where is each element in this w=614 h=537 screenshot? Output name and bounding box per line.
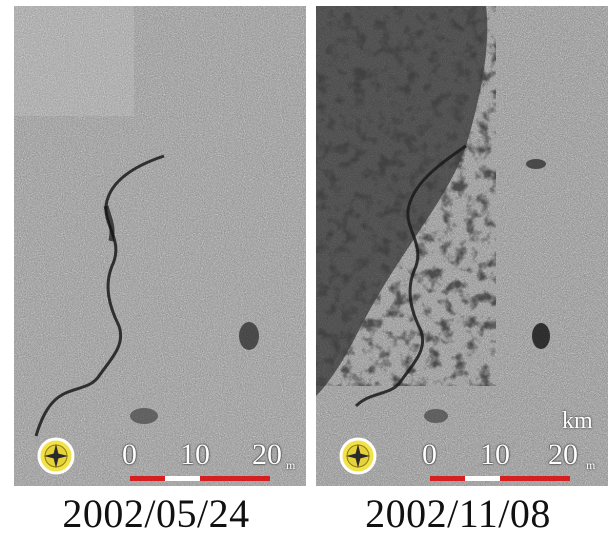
- sar-image-left: 0 10 20 m: [14, 6, 306, 486]
- scale-unit-small-right: m: [586, 458, 596, 472]
- date-caption-left: 2002/05/24: [62, 491, 250, 536]
- scale-tick-10-right: 10: [480, 438, 510, 471]
- scale-bar-right: [430, 476, 570, 481]
- sar-speckle-right: [316, 6, 608, 486]
- scale-tick-10-left: 10: [180, 438, 210, 471]
- north-arrow-icon: [37, 437, 75, 475]
- scale-unit-small-left: m: [286, 458, 296, 472]
- scale-tick-20-right: 20: [548, 438, 578, 471]
- scale-tick-20-left: 20: [252, 438, 282, 471]
- scale-tick-0-right: 0: [422, 438, 437, 471]
- sar-speckle-left: [14, 6, 306, 486]
- scale-unit-km-right: km: [562, 408, 593, 434]
- north-arrow-icon: [339, 437, 377, 475]
- scale-bar-left: [130, 476, 270, 481]
- sar-image-right: km 0 10 20 m: [316, 6, 608, 486]
- date-caption-right: 2002/11/08: [365, 491, 551, 536]
- scale-tick-0-left: 0: [122, 438, 137, 471]
